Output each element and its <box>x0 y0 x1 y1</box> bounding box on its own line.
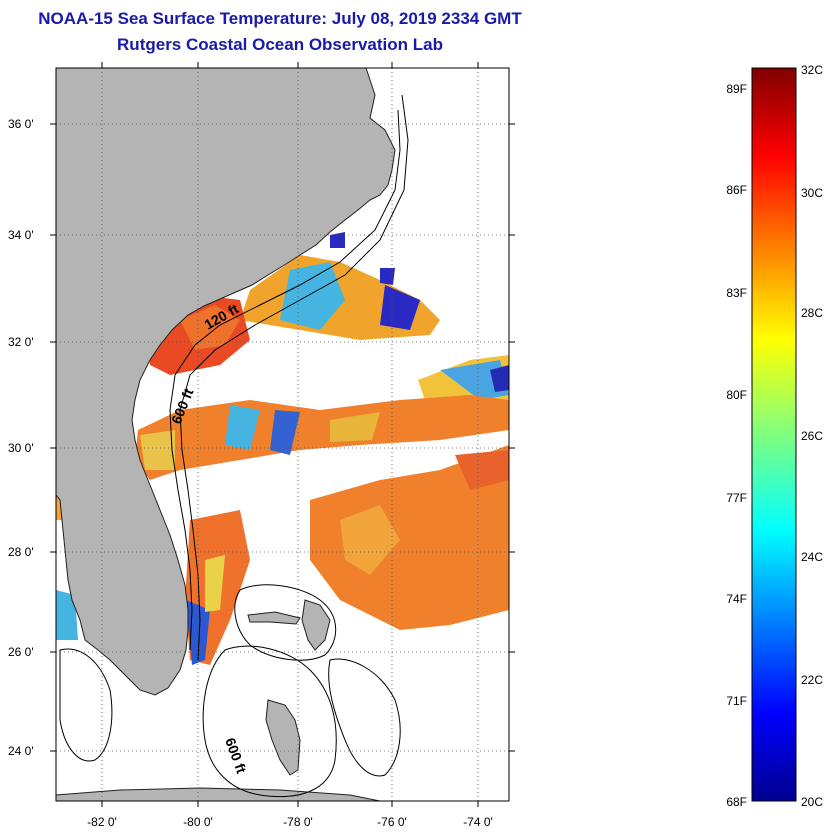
colorbar: 89F 86F 83F 80F 77F 74F 71F 68F 32C 30C … <box>726 63 823 809</box>
lat-label: 24 0' <box>8 744 34 758</box>
latitude-labels: 36 0' 34 0' 32 0' 30 0' 28 0' 26 0' 24 0… <box>8 117 34 758</box>
map-title: NOAA-15 Sea Surface Temperature: July 08… <box>38 9 522 28</box>
lat-label: 28 0' <box>8 545 34 559</box>
colorbar-gradient <box>751 67 797 802</box>
f-label: 89F <box>726 82 747 96</box>
f-label: 86F <box>726 183 747 197</box>
lon-label: -76 0' <box>377 815 407 829</box>
lat-label: 34 0' <box>8 228 34 242</box>
lon-label: -74 0' <box>463 815 493 829</box>
land-mainland <box>56 68 396 696</box>
c-label: 20C <box>801 795 823 809</box>
c-label: 24C <box>801 550 823 564</box>
f-label: 83F <box>726 286 747 300</box>
bathymetry-contours <box>59 94 409 798</box>
c-label: 30C <box>801 186 823 200</box>
c-label: 28C <box>801 306 823 320</box>
f-label: 71F <box>726 694 747 708</box>
f-label: 74F <box>726 592 747 606</box>
lat-label: 36 0' <box>8 117 34 131</box>
longitude-labels: -82 0' -80 0' -78 0' -76 0' -74 0' <box>87 815 493 829</box>
map-border <box>55 67 510 802</box>
colorbar-celsius-labels: 32C 30C 28C 26C 24C 22C 20C <box>801 63 823 809</box>
map-subtitle: Rutgers Coastal Ocean Observation Lab <box>117 35 443 54</box>
colorbar-fahrenheit-labels: 89F 86F 83F 80F 77F 74F 71F 68F <box>726 82 747 809</box>
lat-label: 32 0' <box>8 335 34 349</box>
sst-swath-layer <box>56 232 509 665</box>
land-layer <box>56 68 396 801</box>
c-label: 32C <box>801 63 823 77</box>
lat-label: 30 0' <box>8 441 34 455</box>
lat-label: 26 0' <box>8 645 34 659</box>
lon-label: -78 0' <box>283 815 313 829</box>
map-area: 120 ft 600 ft 600 ft <box>56 68 509 801</box>
f-label: 68F <box>726 795 747 809</box>
lon-label: -82 0' <box>87 815 117 829</box>
contour-120ft <box>169 109 401 651</box>
map-ticks <box>50 62 515 807</box>
c-label: 26C <box>801 429 823 443</box>
land-cuba <box>56 787 381 801</box>
contour-600ft <box>179 94 409 661</box>
land-bahamas-abaco <box>301 599 331 651</box>
land-bahamas-andros <box>265 699 301 776</box>
f-label: 77F <box>726 491 747 505</box>
lon-label: -80 0' <box>183 815 213 829</box>
land-bahamas-grand <box>247 611 301 625</box>
c-label: 22C <box>801 673 823 687</box>
f-label: 80F <box>726 388 747 402</box>
